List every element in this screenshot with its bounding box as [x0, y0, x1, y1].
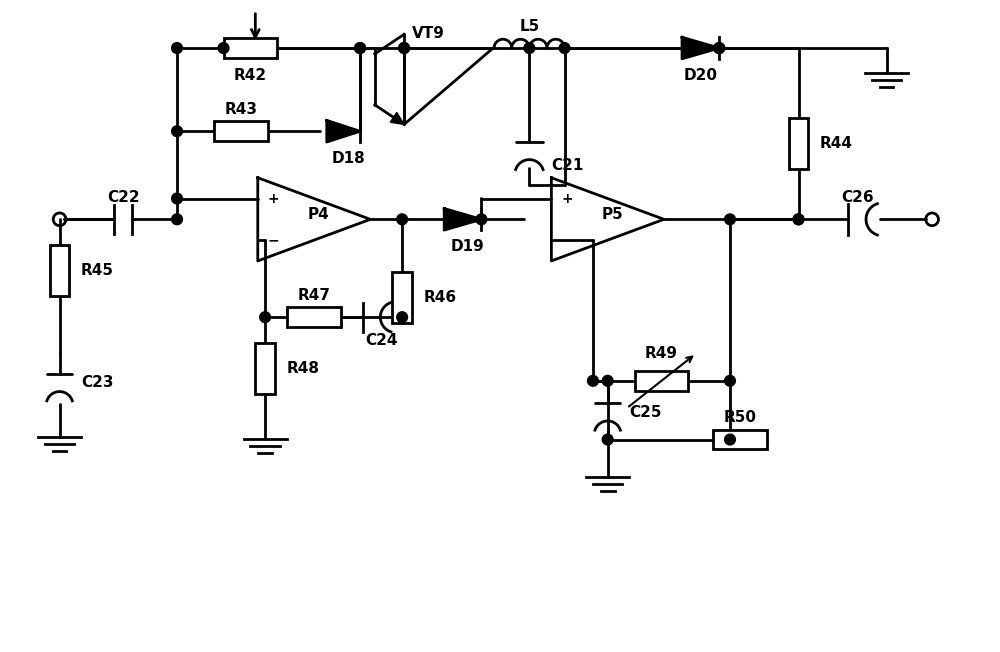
Circle shape: [602, 434, 613, 445]
Text: −: −: [561, 233, 573, 247]
Circle shape: [725, 376, 735, 386]
Text: C23: C23: [81, 376, 114, 391]
Circle shape: [725, 434, 735, 445]
Polygon shape: [327, 121, 360, 142]
Text: D18: D18: [331, 151, 365, 166]
Text: P5: P5: [602, 207, 623, 222]
Text: R44: R44: [820, 136, 853, 151]
Bar: [224, 38, 277, 58]
Text: VT9: VT9: [412, 26, 445, 41]
Circle shape: [793, 214, 804, 225]
Text: R46: R46: [424, 290, 457, 305]
Circle shape: [399, 42, 409, 53]
Text: R50: R50: [723, 411, 756, 426]
Text: L5: L5: [519, 19, 539, 34]
Circle shape: [524, 42, 535, 53]
Circle shape: [260, 312, 270, 323]
Bar: [214, 121, 268, 141]
Text: R45: R45: [81, 263, 114, 278]
Text: R49: R49: [645, 346, 678, 361]
Circle shape: [602, 376, 613, 386]
Polygon shape: [390, 112, 404, 125]
Circle shape: [397, 312, 408, 323]
Bar: [50, 244, 69, 295]
Text: R43: R43: [224, 102, 257, 117]
Text: +: +: [561, 192, 573, 205]
Circle shape: [172, 193, 182, 204]
Circle shape: [218, 42, 229, 53]
Circle shape: [476, 214, 487, 225]
Bar: [392, 272, 412, 323]
Circle shape: [725, 214, 735, 225]
Circle shape: [355, 42, 365, 53]
Circle shape: [559, 42, 570, 53]
Text: C22: C22: [107, 190, 140, 205]
Polygon shape: [682, 37, 719, 59]
Bar: [789, 118, 808, 169]
Circle shape: [399, 42, 409, 53]
Text: R47: R47: [298, 288, 331, 303]
Polygon shape: [444, 209, 481, 230]
Circle shape: [172, 126, 182, 137]
Circle shape: [714, 42, 725, 53]
Circle shape: [172, 214, 182, 225]
Bar: [287, 307, 341, 327]
Text: C21: C21: [551, 158, 583, 173]
Text: R42: R42: [234, 68, 267, 83]
Circle shape: [588, 376, 598, 386]
Bar: [255, 343, 275, 394]
Circle shape: [355, 42, 365, 53]
Text: R48: R48: [287, 361, 320, 376]
Text: C26: C26: [841, 190, 874, 205]
Text: D19: D19: [451, 239, 485, 254]
Circle shape: [172, 42, 182, 53]
Text: +: +: [268, 192, 279, 205]
Bar: [635, 371, 688, 391]
Circle shape: [714, 42, 725, 53]
Text: D20: D20: [684, 68, 718, 83]
Text: C24: C24: [365, 333, 398, 348]
Bar: [713, 430, 767, 449]
Text: C25: C25: [629, 405, 662, 420]
Text: −: −: [268, 233, 279, 247]
Circle shape: [793, 214, 804, 225]
Text: P4: P4: [308, 207, 330, 222]
Circle shape: [397, 214, 408, 225]
